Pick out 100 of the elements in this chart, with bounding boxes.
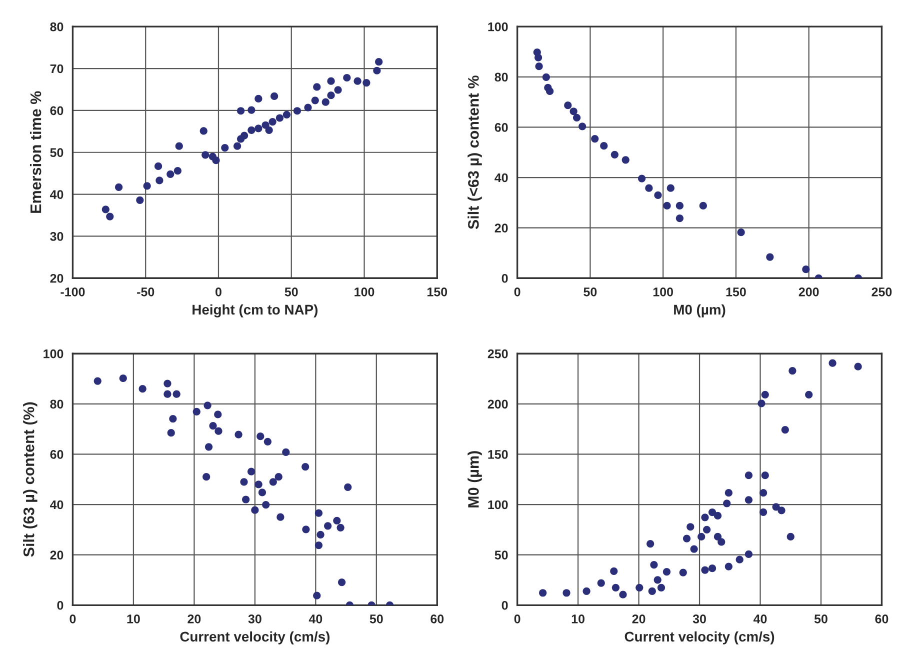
x-tick-label: 10 (572, 614, 584, 624)
point (636, 584, 644, 592)
y-tick-label: 60 (50, 450, 64, 459)
point (302, 526, 310, 534)
point (534, 54, 542, 62)
x-tick-label: 150 (428, 288, 448, 296)
point (304, 104, 312, 112)
point (269, 478, 277, 486)
point (209, 422, 217, 430)
point (254, 124, 262, 132)
point (802, 266, 810, 274)
point (708, 564, 716, 572)
x-tick-label: -100 (60, 288, 85, 296)
y-tick-label: 0 (57, 600, 64, 610)
point (313, 592, 321, 600)
point (686, 523, 694, 531)
point (761, 472, 769, 480)
x-tick-label: 50 (584, 288, 597, 296)
point (701, 514, 709, 522)
x-tick-label: 50 (814, 614, 828, 624)
y-tick-label: 50 (494, 550, 508, 560)
point (578, 122, 586, 130)
point (758, 400, 766, 408)
x-tick-label: 50 (284, 288, 298, 296)
point (322, 98, 330, 106)
point (214, 427, 222, 435)
point (265, 126, 273, 134)
point (311, 96, 319, 104)
point (174, 167, 182, 175)
point (204, 402, 212, 410)
point (327, 77, 335, 85)
point (270, 92, 278, 100)
point (169, 414, 177, 423)
point (698, 532, 706, 541)
point (233, 142, 242, 150)
y-tick-label: 40 (50, 500, 64, 510)
point (724, 489, 732, 497)
point (737, 228, 745, 236)
point (778, 506, 786, 514)
point (736, 556, 744, 564)
y-tick-label: 250 (488, 349, 508, 358)
x-tick-label: 20 (188, 614, 201, 624)
point (136, 196, 144, 204)
point (682, 534, 691, 542)
y-tick-label: 60 (50, 106, 64, 116)
point (663, 202, 671, 210)
point (638, 174, 646, 182)
point (854, 362, 862, 370)
x-tick-label: 0 (514, 614, 520, 624)
point (276, 513, 284, 521)
y-tick-label: 50 (50, 148, 64, 158)
point (316, 530, 324, 539)
point (744, 472, 753, 480)
point (242, 496, 250, 504)
point (282, 110, 291, 118)
point (119, 374, 127, 382)
point (600, 142, 608, 150)
point (234, 430, 242, 438)
point (828, 359, 836, 367)
point (676, 214, 684, 222)
point (314, 541, 323, 550)
point (262, 500, 270, 509)
point (324, 522, 332, 530)
point (164, 390, 172, 398)
point (564, 102, 572, 110)
point (535, 62, 543, 70)
point (327, 92, 335, 100)
x-tick-label: 150 (726, 288, 746, 296)
y-tick-label: 80 (50, 22, 64, 32)
point (251, 506, 259, 514)
point (657, 584, 666, 592)
point (204, 443, 213, 451)
x-tick-label: 250 (872, 288, 892, 296)
y-tick-label: 70 (50, 64, 64, 74)
point (336, 524, 344, 532)
point (248, 126, 256, 134)
point (248, 106, 256, 114)
x-tick-label: 30 (692, 614, 706, 624)
point (591, 134, 599, 143)
point (166, 170, 174, 178)
x-tick-label: 20 (632, 614, 646, 624)
point (375, 58, 383, 66)
y-tick-label: 40 (494, 173, 508, 182)
point (619, 590, 627, 598)
point (744, 550, 753, 558)
x-tick-label: 0 (216, 288, 222, 296)
point (572, 114, 581, 122)
point (268, 118, 276, 126)
point (703, 526, 711, 534)
point (701, 566, 709, 574)
x-axis-title: Current velocity (cm/s) (180, 631, 330, 644)
y-tick-label: 200 (488, 400, 508, 409)
y-tick-label: 80 (494, 72, 508, 82)
point (723, 500, 731, 508)
point (772, 503, 780, 511)
point (666, 184, 674, 192)
point (781, 426, 789, 434)
point (143, 182, 151, 190)
point (202, 151, 210, 159)
point (612, 584, 620, 592)
